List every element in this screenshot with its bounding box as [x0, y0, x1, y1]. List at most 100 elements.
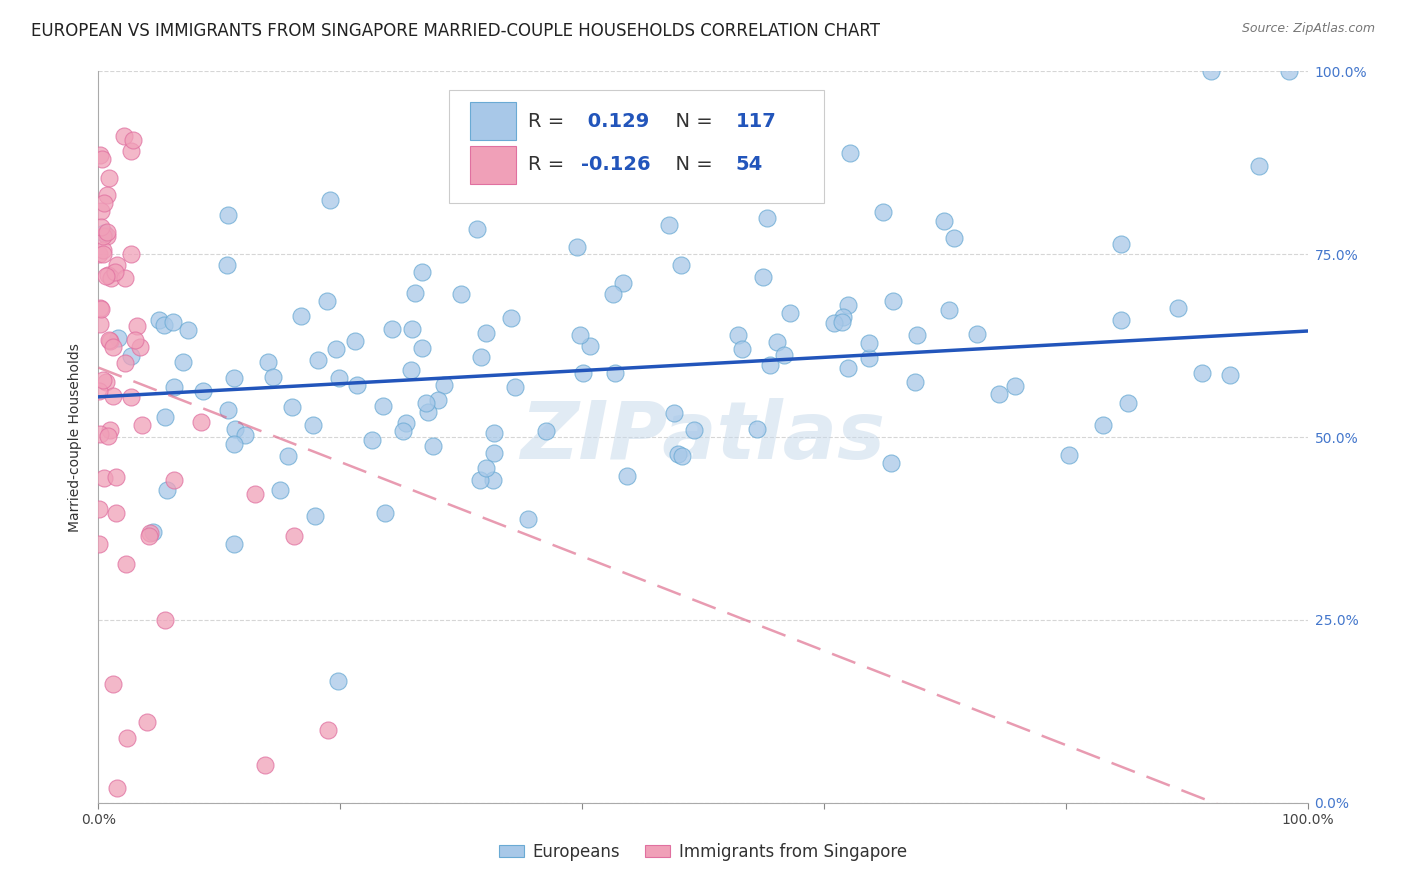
- Point: [115, 557, 138, 571]
- Point: [662, 406, 685, 420]
- Point: [162, 379, 184, 393]
- Point: [98, 171, 121, 186]
- Point: [93, 226, 115, 240]
- Point: [124, 333, 146, 347]
- Point: [91, 229, 114, 244]
- Point: [307, 352, 329, 367]
- Point: [257, 355, 280, 369]
- Point: [755, 211, 778, 225]
- Point: [470, 350, 492, 364]
- Point: [131, 418, 153, 433]
- Point: [162, 315, 184, 329]
- Point: [101, 340, 124, 354]
- Point: [233, 428, 256, 442]
- Point: [837, 361, 859, 376]
- Point: [837, 298, 859, 312]
- Point: [117, 731, 139, 745]
- Point: [831, 315, 853, 329]
- Text: 117: 117: [735, 112, 776, 130]
- Text: Source: ZipAtlas.com: Source: ZipAtlas.com: [1241, 22, 1375, 36]
- Point: [101, 389, 124, 403]
- Point: [290, 309, 312, 323]
- Point: [94, 375, 117, 389]
- Point: [616, 469, 638, 483]
- Point: [98, 423, 121, 437]
- Text: -0.126: -0.126: [581, 155, 651, 175]
- Point: [536, 424, 558, 438]
- Point: [1249, 160, 1271, 174]
- Text: R =: R =: [527, 112, 571, 130]
- Point: [766, 335, 789, 350]
- Point: [243, 487, 266, 501]
- Point: [1219, 368, 1241, 383]
- Point: [283, 529, 305, 543]
- Point: [163, 474, 186, 488]
- FancyBboxPatch shape: [470, 102, 516, 140]
- Point: [281, 400, 304, 414]
- Point: [114, 271, 136, 285]
- Point: [779, 306, 801, 320]
- Point: [142, 524, 165, 539]
- Point: [217, 402, 239, 417]
- Point: [224, 371, 246, 385]
- Point: [858, 351, 880, 366]
- Point: [304, 509, 326, 524]
- Point: [224, 421, 246, 435]
- Point: [87, 502, 110, 516]
- Point: [153, 318, 176, 332]
- FancyBboxPatch shape: [470, 146, 516, 184]
- Point: [411, 264, 433, 278]
- Point: [316, 723, 339, 737]
- Point: [269, 483, 291, 497]
- Point: [481, 473, 503, 487]
- Point: [516, 512, 538, 526]
- Point: [125, 318, 148, 333]
- Point: [450, 287, 472, 301]
- Point: [758, 358, 780, 372]
- Point: [987, 387, 1010, 401]
- Point: [96, 225, 118, 239]
- Point: [89, 301, 111, 315]
- Point: [89, 204, 111, 219]
- Point: [315, 293, 337, 308]
- Text: N =: N =: [664, 155, 718, 175]
- Point: [138, 529, 160, 543]
- Point: [503, 379, 526, 393]
- Point: [94, 269, 117, 284]
- Point: [328, 371, 350, 385]
- FancyBboxPatch shape: [449, 90, 824, 203]
- Point: [666, 447, 689, 461]
- Point: [1278, 64, 1301, 78]
- Point: [114, 356, 136, 370]
- Point: [1118, 396, 1140, 410]
- Point: [942, 231, 965, 245]
- Point: [612, 276, 634, 290]
- Point: [91, 373, 114, 387]
- Point: [91, 247, 114, 261]
- Point: [89, 426, 111, 441]
- Point: [392, 424, 415, 438]
- Point: [658, 219, 681, 233]
- Point: [1057, 448, 1080, 462]
- Point: [222, 437, 245, 451]
- Point: [669, 258, 692, 272]
- Point: [90, 219, 112, 234]
- Point: [191, 384, 214, 398]
- Point: [361, 433, 384, 447]
- Point: [217, 208, 239, 222]
- Point: [484, 446, 506, 460]
- Point: [373, 399, 395, 413]
- Point: [832, 310, 855, 324]
- Point: [475, 326, 498, 340]
- Point: [156, 483, 179, 497]
- Point: [1199, 64, 1222, 78]
- Point: [153, 410, 176, 425]
- Point: [482, 425, 505, 440]
- Text: ZIPatlas: ZIPatlas: [520, 398, 886, 476]
- Point: [747, 421, 769, 435]
- Point: [394, 416, 416, 430]
- Point: [682, 423, 704, 437]
- Point: [565, 240, 588, 254]
- Point: [107, 331, 129, 345]
- Point: [87, 247, 110, 261]
